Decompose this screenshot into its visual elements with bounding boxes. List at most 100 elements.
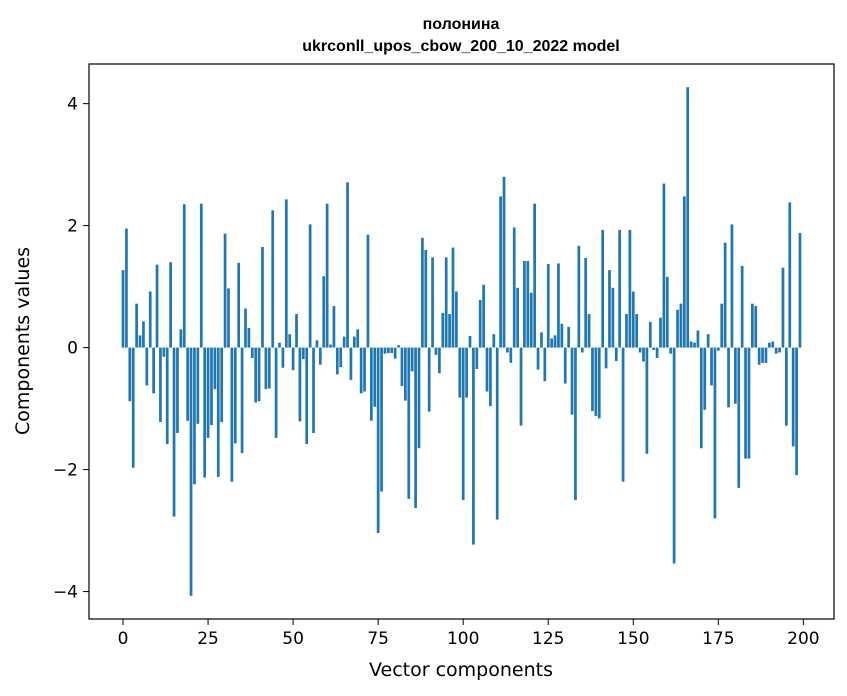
y-axis-ticks: −4 −2 0 2 4 [53,95,89,603]
bar-component-105 [478,300,482,348]
bar-component-41 [261,246,264,348]
bar-component-126 [550,338,554,348]
bar-component-6 [142,321,145,348]
bar-component-169 [696,330,700,348]
bar-component-132 [570,347,574,415]
bar-component-183 [744,347,747,459]
bar-component-12 [162,347,166,357]
bar-component-24 [203,347,207,478]
bar-component-50 [291,347,295,371]
bar-component-79 [390,347,394,354]
bar-component-11 [159,347,162,423]
bar-component-157 [655,347,659,358]
bar-component-178 [727,347,730,408]
bar-component-163 [676,309,679,348]
bar-component-49 [288,334,292,348]
x-axis-ticks: 0 25 50 75 100 125 150 175 200 [118,619,820,649]
bar-component-193 [778,347,781,353]
bar-component-103 [472,347,475,545]
x-tick-label: 75 [367,629,389,649]
bar-component-84 [407,347,411,499]
bar-component-156 [652,347,656,351]
bar-component-187 [757,347,761,365]
bar-component-161 [669,347,673,354]
bar-component-172 [706,334,710,348]
bar-component-72 [366,234,370,348]
bar-component-108 [489,347,492,407]
bar-component-175 [716,347,720,351]
bar-component-109 [492,334,496,348]
bar-component-77 [383,347,387,354]
bar-component-44 [271,210,275,348]
bar-component-179 [730,224,734,348]
bar-component-97 [451,247,455,348]
bar-component-180 [733,347,737,404]
bar-component-75 [376,347,380,534]
bar-component-137 [587,314,591,348]
bar-component-19 [186,347,190,421]
bar-component-171 [703,347,707,410]
bar-component-96 [448,314,451,348]
bar-component-150 [631,291,635,348]
x-tick-label: 125 [532,629,564,649]
y-tick-label: 4 [67,95,78,115]
bar-component-127 [553,335,557,348]
bar-component-139 [594,347,598,416]
bar-component-177 [723,242,727,348]
bar-component-78 [387,347,390,354]
bar-component-58 [318,347,322,365]
chart-title: полонина [423,16,500,33]
x-tick-label: 150 [617,629,649,649]
bar-component-101 [465,347,468,398]
bar-component-43 [267,347,271,389]
bar-component-194 [781,267,785,348]
bar-component-4 [135,303,138,348]
x-tick-label: 100 [447,629,479,649]
bar-component-198 [795,347,798,476]
bar-component-87 [417,347,421,449]
bar-component-143 [608,270,611,348]
bar-component-176 [720,303,724,348]
bar-component-81 [397,345,400,348]
bar-component-195 [785,347,788,426]
bar-component-130 [563,347,567,384]
bar-component-59 [322,276,326,348]
bar-component-62 [332,306,336,348]
bar-component-191 [771,341,775,348]
bar-component-120 [529,292,533,348]
bar-component-118 [523,260,526,348]
bar-component-26 [210,347,213,426]
bar-component-92 [434,347,438,355]
bar-component-185 [751,303,754,348]
bar-component-162 [672,347,676,564]
bar-component-141 [601,229,605,348]
bar-component-0 [121,270,125,348]
x-axis-label: Vector components [369,659,553,681]
bar-component-144 [611,287,615,348]
bar-component-168 [693,342,696,348]
bar-component-36 [244,308,247,348]
bar-component-51 [295,314,298,348]
bar-component-110 [495,347,499,520]
bar-component-147 [621,347,625,482]
bar-component-83 [404,347,407,401]
bar-component-181 [737,347,741,488]
bar-component-71 [363,347,366,392]
bar-component-37 [247,328,251,348]
bar-component-13 [165,347,169,444]
y-axis-label: Components values [12,247,34,435]
bar-component-182 [740,265,744,348]
bar-component-146 [618,229,622,348]
bar-component-67 [349,347,353,380]
bar-component-107 [485,347,489,392]
bar-component-116 [516,287,519,348]
bar-component-53 [301,347,305,360]
bar-component-151 [635,314,639,348]
bar-component-28 [216,347,220,477]
bar-component-128 [557,263,560,348]
bar-component-17 [179,329,183,348]
bar-component-80 [393,347,397,359]
bar-component-2 [128,347,132,402]
bar-component-22 [196,347,200,424]
